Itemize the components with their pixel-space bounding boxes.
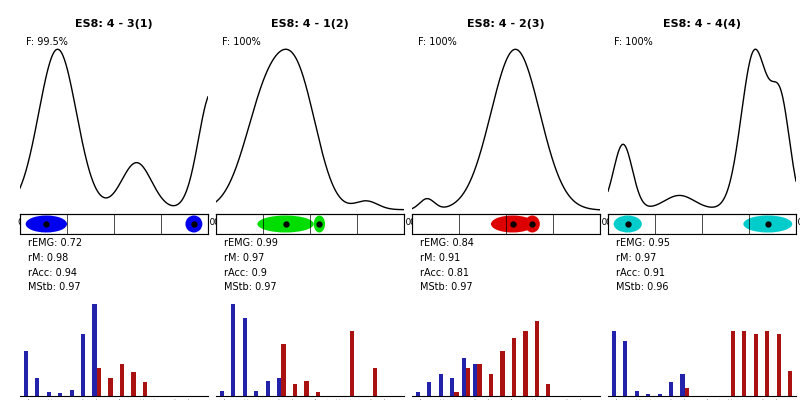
Bar — [46, 392, 51, 396]
Bar — [742, 331, 746, 396]
Ellipse shape — [614, 216, 642, 232]
Bar — [277, 378, 282, 396]
Bar — [293, 384, 297, 396]
Bar — [765, 331, 770, 396]
Bar — [131, 372, 135, 396]
Text: F: 100%: F: 100% — [418, 37, 456, 47]
Bar — [416, 392, 420, 396]
Text: rEMG: 0.99
rM: 0.97
rAcc: 0.9
MStb: 0.97: rEMG: 0.99 rM: 0.97 rAcc: 0.9 MStb: 0.97 — [223, 238, 278, 292]
Ellipse shape — [314, 216, 325, 232]
Bar — [730, 331, 735, 396]
Bar — [454, 392, 458, 396]
Bar — [450, 378, 454, 396]
Bar — [350, 331, 354, 396]
Bar — [681, 374, 685, 396]
Bar — [266, 381, 270, 396]
Bar — [142, 382, 147, 396]
Ellipse shape — [258, 216, 314, 232]
Bar — [546, 384, 550, 396]
Bar — [120, 364, 124, 396]
Bar — [634, 391, 639, 396]
Bar — [523, 331, 527, 396]
Ellipse shape — [26, 216, 67, 232]
Bar — [646, 394, 650, 396]
Bar — [35, 378, 39, 396]
Bar — [70, 390, 74, 396]
Bar — [304, 381, 309, 396]
Bar — [220, 391, 224, 396]
Bar — [788, 371, 792, 396]
Ellipse shape — [525, 216, 540, 232]
Bar — [58, 393, 62, 396]
Ellipse shape — [491, 216, 534, 232]
Bar — [473, 364, 478, 396]
Bar — [242, 318, 247, 396]
Title: ES8: 4 - 1(2): ES8: 4 - 1(2) — [271, 19, 349, 29]
Bar — [462, 358, 466, 396]
Bar — [623, 341, 627, 396]
Text: rEMG: 0.72
rM: 0.98
rAcc: 0.94
MStb: 0.97: rEMG: 0.72 rM: 0.98 rAcc: 0.94 MStb: 0.9… — [27, 238, 82, 292]
Text: rEMG: 0.95
rM: 0.97
rAcc: 0.91
MStb: 0.96: rEMG: 0.95 rM: 0.97 rAcc: 0.91 MStb: 0.9… — [615, 238, 670, 292]
Text: F: 100%: F: 100% — [614, 37, 652, 47]
Bar — [24, 351, 28, 396]
Bar — [489, 374, 493, 396]
Ellipse shape — [743, 216, 792, 232]
Bar — [81, 334, 86, 396]
Bar — [512, 338, 516, 396]
Bar — [658, 394, 662, 396]
Title: ES8: 4 - 2(3): ES8: 4 - 2(3) — [467, 19, 545, 29]
Bar — [316, 392, 320, 396]
Bar — [254, 391, 258, 396]
Bar — [534, 321, 539, 396]
Text: F: 100%: F: 100% — [222, 37, 260, 47]
Bar — [612, 331, 616, 396]
Bar — [231, 304, 235, 396]
Bar — [685, 388, 689, 396]
Bar — [466, 368, 470, 396]
Bar — [427, 382, 431, 396]
Ellipse shape — [186, 216, 202, 232]
Bar — [669, 382, 674, 396]
Bar — [97, 368, 101, 396]
Bar — [438, 374, 443, 396]
Title: ES8: 4 - 3(1): ES8: 4 - 3(1) — [75, 19, 153, 29]
Bar — [108, 378, 113, 396]
Title: ES8: 4 - 4(4): ES8: 4 - 4(4) — [663, 19, 741, 29]
Bar — [478, 364, 482, 396]
Bar — [373, 368, 378, 396]
Bar — [777, 334, 781, 396]
Bar — [500, 351, 505, 396]
Bar — [93, 304, 97, 396]
Text: rEMG: 0.84
rM: 0.91
rAcc: 0.81
MStb: 0.97: rEMG: 0.84 rM: 0.91 rAcc: 0.81 MStb: 0.9… — [419, 238, 474, 292]
Bar — [282, 344, 286, 396]
Bar — [754, 334, 758, 396]
Text: F: 99.5%: F: 99.5% — [26, 37, 67, 47]
